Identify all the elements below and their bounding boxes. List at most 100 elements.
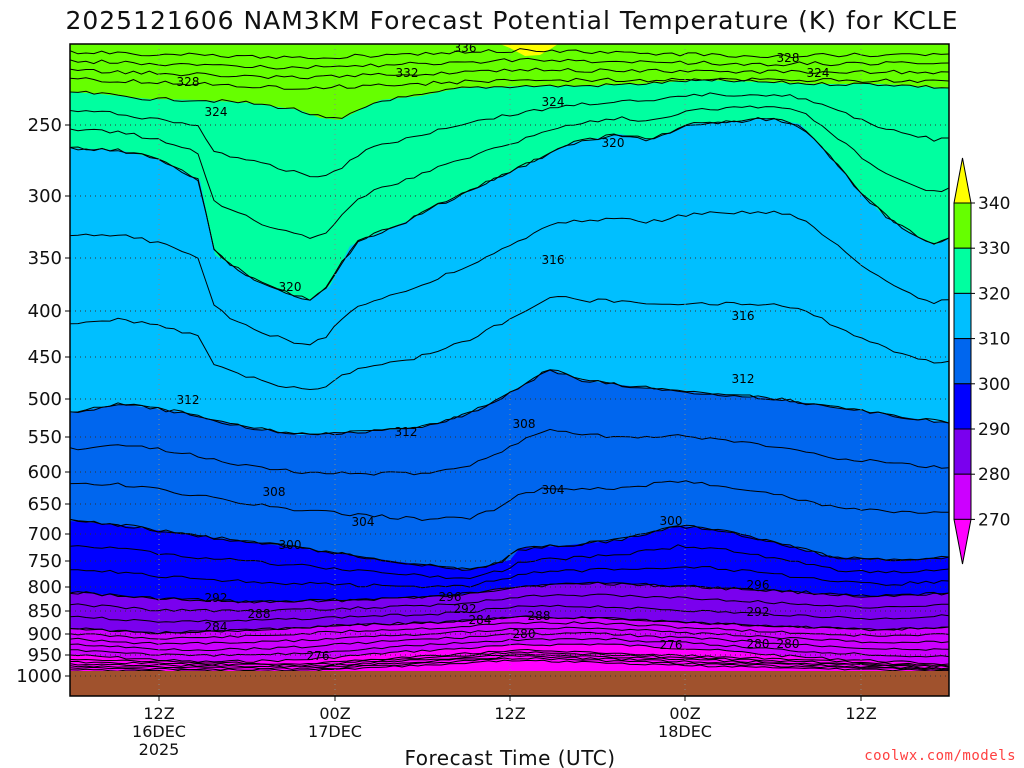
contour-line	[70, 78, 949, 119]
contour-line	[70, 604, 949, 623]
colorbar-legend: 340 330 320 310 300 290 280 270	[953, 157, 1010, 565]
colorbar-label: 320	[978, 284, 1010, 304]
chart-title: 2025121606 NAM3KM Forecast Potential Tem…	[65, 6, 958, 35]
colorbar-segment	[953, 338, 972, 385]
colorbar-label: 310	[978, 330, 1010, 350]
contour-line	[70, 581, 949, 604]
x-tick-year: 2025	[139, 740, 180, 759]
x-axis-label: Forecast Time (UTC)	[404, 746, 615, 768]
y-tick-label: 950	[28, 645, 62, 666]
contour-label: 312	[395, 425, 418, 439]
y-tick-label: 500	[28, 389, 62, 410]
band-330-340	[70, 44, 949, 120]
contour-label: 324	[542, 95, 565, 109]
contour-label: 320	[279, 280, 302, 294]
y-tick-label: 450	[28, 347, 62, 368]
contour-label: 308	[263, 485, 286, 499]
colorbar-label: 330	[978, 239, 1010, 259]
contour-label: 332	[396, 66, 419, 80]
contour-line	[70, 621, 949, 640]
contour-line	[70, 92, 949, 178]
contour-label: 284	[205, 620, 228, 634]
y-tick-label: 350	[28, 248, 62, 269]
y-tick-label: 550	[28, 427, 62, 448]
contour-label: 280	[513, 627, 536, 641]
contour-line	[70, 657, 949, 672]
contour-label: 320	[602, 136, 625, 150]
contour-label: 280	[777, 637, 800, 651]
contour-line	[70, 653, 949, 670]
contour-label: 316	[732, 309, 755, 323]
y-tick-label: 650	[28, 494, 62, 515]
colorbar-label: 340	[978, 194, 1010, 214]
contour-label: 324	[807, 66, 830, 80]
colorbar-segment	[953, 428, 972, 475]
x-tick-date: 16DEC	[132, 722, 186, 741]
colorbar-label: 280	[978, 465, 1010, 485]
x-tick-label: 12Z	[845, 704, 876, 723]
x-tick-date: 17DEC	[308, 722, 362, 741]
contour-line	[70, 626, 949, 645]
colorbar-top-triangle	[953, 157, 972, 204]
contour-line	[70, 615, 949, 635]
contour-line	[70, 593, 949, 613]
contour-line	[70, 428, 949, 476]
contour-label: 292	[747, 605, 770, 619]
contour-label: 328	[777, 51, 800, 65]
contour-label: 280	[747, 637, 770, 651]
colorbar-segment	[953, 202, 972, 249]
contour-line	[70, 67, 949, 80]
contour-line	[70, 655, 949, 671]
colorbar-segment	[953, 247, 972, 294]
contour-label: 300	[660, 514, 683, 528]
contour-label: 312	[732, 372, 755, 386]
contour-label: 304	[542, 483, 565, 497]
contour-line	[70, 648, 949, 667]
contour-label: 312	[177, 393, 200, 407]
contour-label: 296	[439, 590, 462, 604]
contour-label: 308	[513, 417, 536, 431]
colorbar-segment	[953, 383, 972, 430]
y-axis: 2503003504004505005506006507007508008509…	[16, 115, 70, 687]
y-tick-label: 1000	[16, 666, 62, 687]
contour-label: 276	[660, 638, 683, 652]
contour-label: 316	[542, 253, 565, 267]
contour-label: 276	[307, 649, 330, 663]
plot-area: 336 332 328 328 324 324 324 320 320 316 316 312 312 3…	[70, 41, 949, 696]
ground-surface	[70, 671, 949, 696]
contour-label: 336	[454, 41, 477, 55]
contour-label: 284	[469, 613, 492, 627]
contour-line	[70, 48, 949, 60]
contour-line	[70, 480, 949, 522]
colorbar-bottom-triangle	[953, 518, 972, 565]
site-credit: coolwx.com/models	[864, 748, 1016, 764]
x-tick-date: 18DEC	[658, 722, 712, 741]
y-tick-label: 900	[28, 624, 62, 645]
x-tick-label: 12Z	[143, 704, 174, 723]
colorbar-label: 270	[978, 510, 1010, 530]
y-tick-label: 850	[28, 601, 62, 622]
x-tick-label: 12Z	[494, 704, 525, 723]
contour-label: 288	[248, 607, 271, 621]
x-tick-label: 00Z	[669, 704, 700, 723]
y-tick-label: 300	[28, 186, 62, 207]
contour-label: 328	[177, 75, 200, 89]
contour-line	[70, 77, 949, 90]
contour-label: 292	[205, 591, 228, 605]
y-tick-label: 800	[28, 577, 62, 598]
colorbar-segment	[953, 473, 972, 520]
y-tick-label: 250	[28, 115, 62, 136]
contour-line	[70, 651, 949, 668]
y-tick-label: 600	[28, 462, 62, 483]
colorbar-label: 300	[978, 375, 1010, 395]
colorbar-segment	[953, 292, 972, 340]
contour-label: 288	[528, 609, 551, 623]
grid-lines	[70, 44, 949, 696]
contour-label: 324	[205, 105, 228, 119]
contour-labels: 336 332 328 328 324 324 324 320 320 316 316 312 312 3…	[177, 41, 830, 663]
contour-line	[70, 544, 949, 580]
contour-label: 292	[454, 602, 477, 616]
contour-label: 304	[352, 515, 375, 529]
